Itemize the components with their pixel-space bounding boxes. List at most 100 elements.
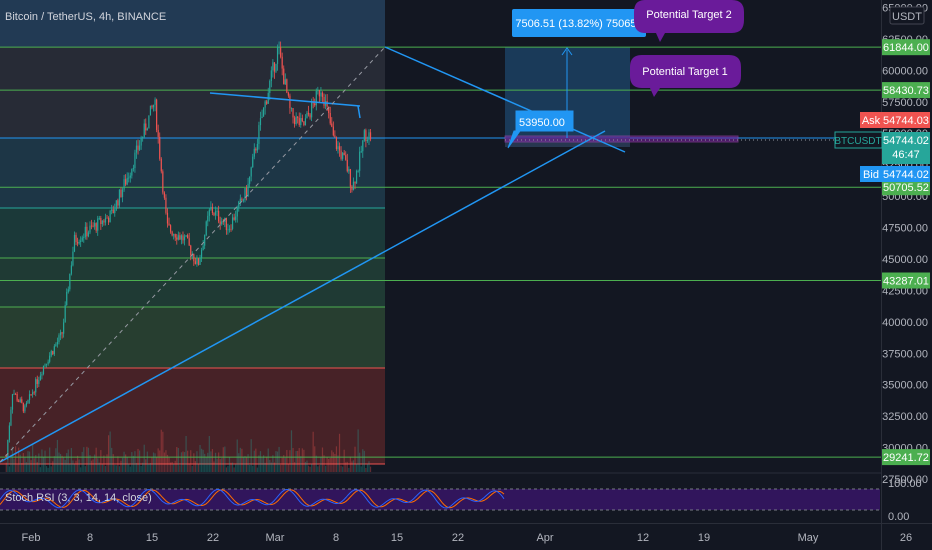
candle-body <box>143 123 145 137</box>
target1-bubble[interactable]: Potential Target 1 <box>630 55 741 97</box>
candle-body <box>235 216 237 220</box>
measure-label[interactable]: 7506.51 (13.82%) 750651 <box>512 9 646 37</box>
candle-body <box>176 237 178 240</box>
candle-body <box>183 236 186 241</box>
callout-price[interactable]: 53950.00 <box>507 110 574 149</box>
candle-body <box>55 344 57 347</box>
target2-bubble[interactable]: Potential Target 2 <box>634 0 744 42</box>
rsi-tick-100: 100.00 <box>888 478 922 490</box>
ask-label: Ask <box>862 115 881 127</box>
candle-body <box>290 108 293 109</box>
candle-body <box>214 211 217 216</box>
candle-body <box>292 108 294 118</box>
volume-bar <box>352 460 355 472</box>
volume-bar <box>227 465 229 472</box>
price-tick: 60000.00 <box>882 65 928 77</box>
volume-bar <box>221 458 223 472</box>
volume-bar <box>159 450 161 472</box>
volume-bar <box>342 466 344 472</box>
candle-body <box>111 209 113 211</box>
volume-bar <box>317 466 319 472</box>
candle-body <box>81 237 83 241</box>
candle-body <box>194 261 196 264</box>
volume-bar <box>272 455 274 472</box>
candle-body <box>28 394 31 401</box>
volume-bar <box>21 463 23 472</box>
candle-body <box>22 402 24 412</box>
volume-bar <box>80 467 82 472</box>
candle-body <box>225 217 227 231</box>
candle-body <box>259 118 262 126</box>
candle-body <box>78 241 80 244</box>
candle-body <box>210 206 212 210</box>
wedge-line-left-drop <box>357 105 361 119</box>
price-tick: 35000.00 <box>882 380 928 392</box>
volume-bar <box>197 464 200 472</box>
volume-bar <box>154 453 156 472</box>
candle-body <box>8 425 10 440</box>
volume-bar <box>362 449 364 472</box>
volume-bar <box>238 453 240 472</box>
volume-bar <box>348 467 350 472</box>
volume-bar <box>8 466 10 472</box>
volume-bar <box>109 431 111 472</box>
candle-body <box>306 112 308 119</box>
candle-body <box>219 221 221 225</box>
currency-tag[interactable]: USDT <box>889 6 925 25</box>
candle-body <box>196 258 198 264</box>
candle-body <box>104 217 107 223</box>
candle-body <box>249 176 251 184</box>
volume-bar <box>42 457 45 472</box>
volume-bar <box>242 456 245 472</box>
volume-bar <box>204 453 206 472</box>
volume-bar <box>324 465 327 472</box>
time-axis[interactable]: Feb 8 15 22 Mar 8 15 22 Apr 12 19 May 26 <box>0 523 932 545</box>
price-tick: 45000.00 <box>882 254 928 266</box>
candle-body <box>261 116 263 119</box>
volume-bar <box>30 460 32 472</box>
candle-body <box>352 181 355 190</box>
candle-body <box>329 112 331 124</box>
volume-bar <box>321 447 324 472</box>
volume-bar <box>94 454 96 472</box>
volume-bar <box>183 452 186 472</box>
volume-bar <box>318 465 320 472</box>
price-tick: 40000.00 <box>882 317 928 329</box>
candle-body <box>162 171 164 193</box>
candle-body <box>295 116 297 125</box>
volume-bar <box>111 447 113 472</box>
candle-body <box>238 201 240 208</box>
fib-zone-bottom <box>0 368 385 464</box>
candle-body <box>125 179 127 185</box>
candle-body <box>369 132 372 140</box>
candle-body <box>188 238 190 246</box>
candle-body <box>266 101 268 104</box>
candle-body <box>362 140 364 152</box>
volume-bar <box>128 463 130 472</box>
volume-bar <box>118 466 121 472</box>
volume-bar <box>10 455 12 472</box>
candle-body <box>7 439 9 457</box>
volume-bar <box>148 463 150 472</box>
volume-bar <box>63 456 65 472</box>
candle-body <box>275 63 277 72</box>
volume-bar <box>255 448 257 472</box>
volume-bar <box>366 463 369 472</box>
volume-bar <box>202 449 204 472</box>
candle-body <box>35 379 37 393</box>
volume-bar <box>278 446 280 472</box>
candle-body <box>270 70 272 81</box>
candle-body <box>340 150 342 159</box>
candle-body <box>258 125 260 144</box>
volume-bar <box>44 450 46 472</box>
candle-body <box>145 123 147 131</box>
candle-body <box>202 245 204 251</box>
volume-bar <box>165 450 167 472</box>
candle-body <box>242 199 245 201</box>
candle-body <box>252 156 254 168</box>
volume-bar <box>360 466 362 472</box>
candle-body <box>245 188 248 197</box>
candle-body <box>16 394 18 401</box>
volume-bar <box>177 447 179 472</box>
